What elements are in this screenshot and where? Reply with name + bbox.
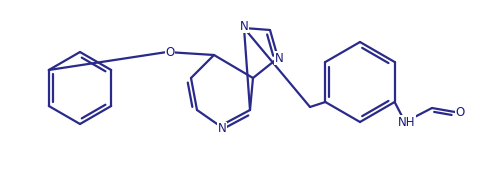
Text: NH: NH	[397, 115, 415, 129]
Text: N: N	[217, 122, 226, 136]
Text: N: N	[274, 52, 283, 64]
Text: O: O	[455, 105, 464, 118]
Text: N: N	[239, 20, 248, 33]
Text: O: O	[165, 45, 174, 59]
